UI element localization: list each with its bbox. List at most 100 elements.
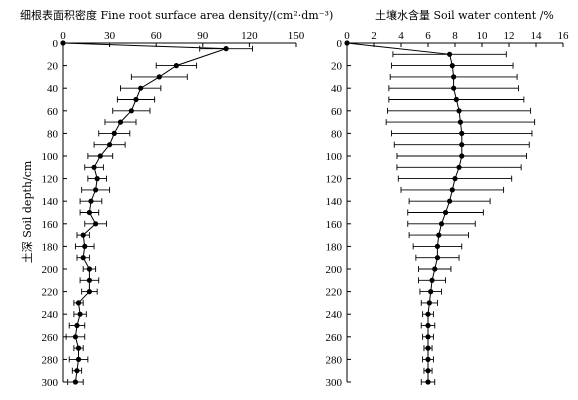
soil-water-panel: 土壤水含量 Soil water content /% 0 2 4 6 8 10 12 14 1… xyxy=(326,8,570,389)
root-data-point xyxy=(75,345,82,351)
root-y-tick-label: 260 xyxy=(42,332,59,344)
root-data-point xyxy=(86,289,93,295)
water-data-point xyxy=(449,63,455,69)
root-x-tick-label: 90 xyxy=(197,30,209,42)
water-data-point xyxy=(451,74,457,80)
water-y-tick-label: 40 xyxy=(331,83,343,95)
water-data-point xyxy=(456,164,462,170)
root-y-tick-label: 100 xyxy=(42,151,59,163)
root-x-tick-label: 0 xyxy=(60,30,66,42)
water-data-point xyxy=(456,108,462,114)
water-y-tick-label: 20 xyxy=(331,61,343,73)
root-y-tick-label: 60 xyxy=(47,106,59,118)
fine-root-panel: 细根表面积密度 Fine root surface area density/(… xyxy=(20,8,333,389)
root-data-point xyxy=(128,108,134,114)
water-data-point xyxy=(434,255,441,261)
water-y-tick-label: 280 xyxy=(326,354,343,366)
root-data-point xyxy=(97,153,103,159)
water-data-point xyxy=(426,300,432,306)
water-data-point xyxy=(451,85,457,91)
water-y-tick-label: 0 xyxy=(337,38,343,50)
root-data-point xyxy=(117,119,124,125)
water-y-tick-label: 220 xyxy=(326,287,343,299)
root-y-tick-label: 120 xyxy=(42,174,59,186)
root-data-point xyxy=(91,164,97,170)
root-x-tick-label: 120 xyxy=(241,30,258,42)
root-y-tick-label: 240 xyxy=(42,309,59,321)
water-data-point xyxy=(449,187,455,193)
root-data-point xyxy=(80,255,86,261)
water-x-tick-label: 4 xyxy=(398,30,404,42)
water-data-point xyxy=(425,356,431,362)
water-y-tick-label: 200 xyxy=(326,264,343,276)
water-data-point xyxy=(344,40,350,46)
water-y-tick-label: 140 xyxy=(326,196,343,208)
root-x-tick-label: 30 xyxy=(104,30,116,42)
root-data-point xyxy=(173,63,179,69)
root-data-point xyxy=(93,187,99,193)
water-data-point xyxy=(447,198,453,204)
water-x-tick-label: 12 xyxy=(504,30,515,42)
root-data-point xyxy=(80,232,86,238)
water-data-point xyxy=(425,368,431,374)
root-data-point xyxy=(86,266,93,272)
root-y-tick-label: 20 xyxy=(47,61,59,73)
water-data-point xyxy=(432,266,438,272)
fine-root-chart-title: 细根表面积密度 Fine root surface area density/(… xyxy=(20,8,333,22)
root-data-point xyxy=(86,277,93,283)
root-data-point xyxy=(138,85,144,91)
root-y-tick-label: 80 xyxy=(47,128,59,140)
root-data-point xyxy=(60,40,66,46)
water-x-tick-label: 0 xyxy=(344,30,350,42)
water-y-tick-label: 260 xyxy=(326,332,343,344)
water-y-tick-label: 240 xyxy=(326,309,343,321)
water-x-tick-label: 2 xyxy=(371,30,377,42)
root-data-point xyxy=(72,379,79,385)
water-data-point xyxy=(436,232,442,238)
root-data-point xyxy=(82,243,88,249)
water-data-point xyxy=(459,153,465,159)
root-data-point xyxy=(93,221,99,227)
water-data-point xyxy=(434,243,441,249)
root-data-point xyxy=(75,356,82,362)
root-data-point xyxy=(111,130,117,136)
root-data-point xyxy=(75,300,82,306)
water-y-tick-label: 120 xyxy=(326,174,343,186)
water-data-point xyxy=(425,334,431,340)
water-data-point xyxy=(425,311,431,317)
root-data-point xyxy=(72,334,79,340)
water-data-point xyxy=(453,96,459,103)
water-data-point xyxy=(452,176,458,182)
root-data-point xyxy=(77,311,83,317)
root-data-point xyxy=(133,96,139,103)
root-y-tick-label: 220 xyxy=(42,287,59,299)
water-data-point xyxy=(429,277,435,283)
water-data-point xyxy=(447,51,453,57)
root-data-point xyxy=(74,322,80,329)
water-data-point xyxy=(425,345,431,351)
water-data-point xyxy=(459,142,465,148)
soil-water-chart-title: 土壤水含量 Soil water content /% xyxy=(375,8,554,22)
water-y-tick-label: 300 xyxy=(326,377,343,389)
water-data-point xyxy=(425,322,431,329)
water-y-tick-label: 60 xyxy=(331,106,343,118)
water-x-tick-label: 8 xyxy=(452,30,458,42)
water-x-tick-label: 6 xyxy=(425,30,431,42)
root-data-point xyxy=(94,176,100,182)
root-x-tick-label: 60 xyxy=(151,30,163,42)
root-y-tick-label: 140 xyxy=(42,196,59,208)
water-x-tick-label: 14 xyxy=(531,30,543,42)
water-x-tick-label: 10 xyxy=(477,30,489,42)
root-data-point xyxy=(74,368,80,374)
root-data-point xyxy=(156,74,162,80)
root-data-point xyxy=(223,46,229,52)
root-x-tick-label: 150 xyxy=(288,30,305,42)
root-y-tick-label: 180 xyxy=(42,241,59,253)
water-data-point xyxy=(442,209,449,216)
root-y-tick-label: 300 xyxy=(42,377,59,389)
root-y-tick-label: 160 xyxy=(42,219,59,231)
water-y-tick-label: 80 xyxy=(331,128,343,140)
root-y-tick-label: 40 xyxy=(47,83,59,95)
y-axis-label: 土深 Soil depth/cm xyxy=(21,160,34,263)
